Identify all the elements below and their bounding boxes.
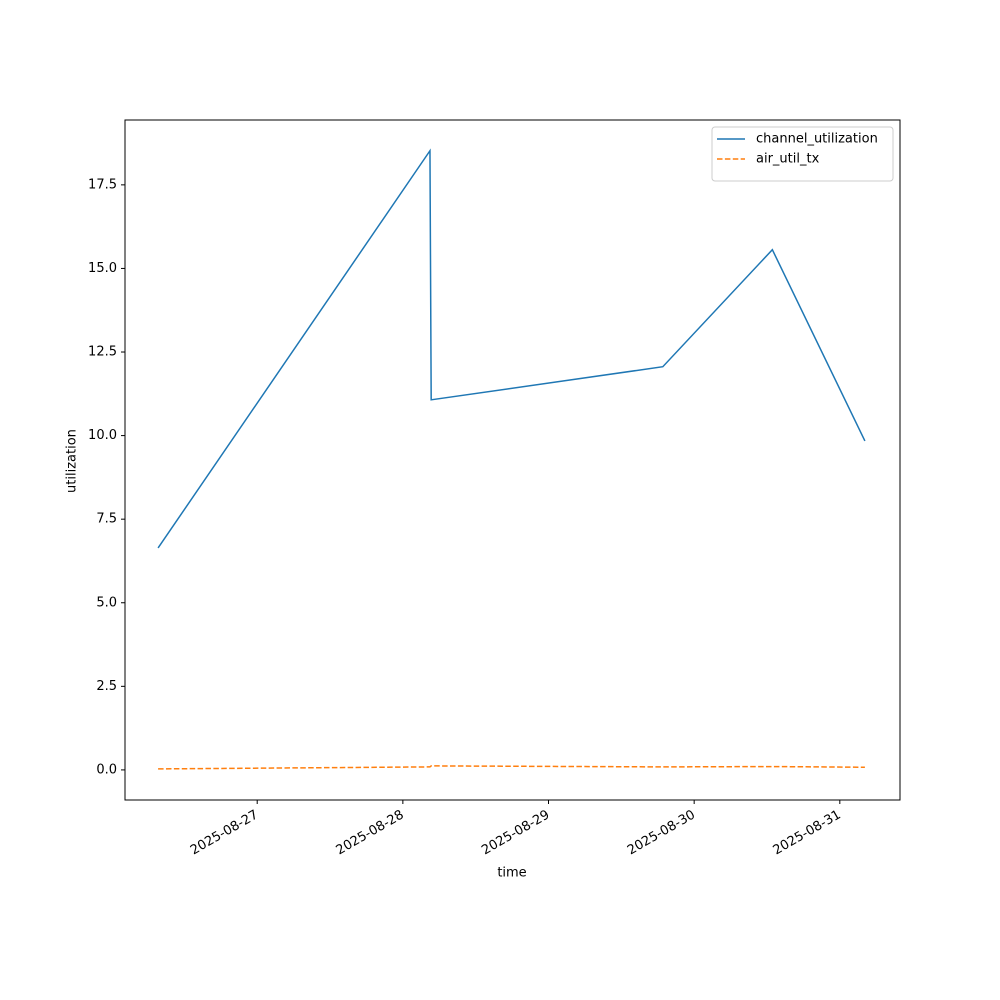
legend-label: channel_utilization <box>756 132 878 147</box>
x-tick-label: 2025-08-27 <box>188 808 261 859</box>
y-tick-label: 15.0 <box>88 261 117 276</box>
legend-label: air_util_tx <box>756 152 820 167</box>
line-series <box>157 148 866 549</box>
line-series <box>158 765 865 770</box>
y-axis-label: utilization <box>65 429 80 493</box>
x-tick-label: 2025-08-28 <box>334 808 407 859</box>
x-tick-label: 2025-08-29 <box>479 808 552 859</box>
y-tick-label: 12.5 <box>88 345 117 360</box>
x-axis-label: time <box>497 866 526 881</box>
y-tick-label: 10.0 <box>88 428 117 443</box>
y-tick-label: 5.0 <box>96 595 117 610</box>
y-tick-label: 7.5 <box>96 512 117 527</box>
y-tick-label: 2.5 <box>96 679 117 694</box>
x-tick-label: 2025-08-31 <box>771 808 844 859</box>
y-tick-label: 0.0 <box>96 762 117 777</box>
legend-box <box>711 126 894 182</box>
y-tick-label: 17.5 <box>88 177 117 192</box>
x-tick-label: 2025-08-30 <box>625 808 698 859</box>
plot-frame <box>124 119 901 801</box>
